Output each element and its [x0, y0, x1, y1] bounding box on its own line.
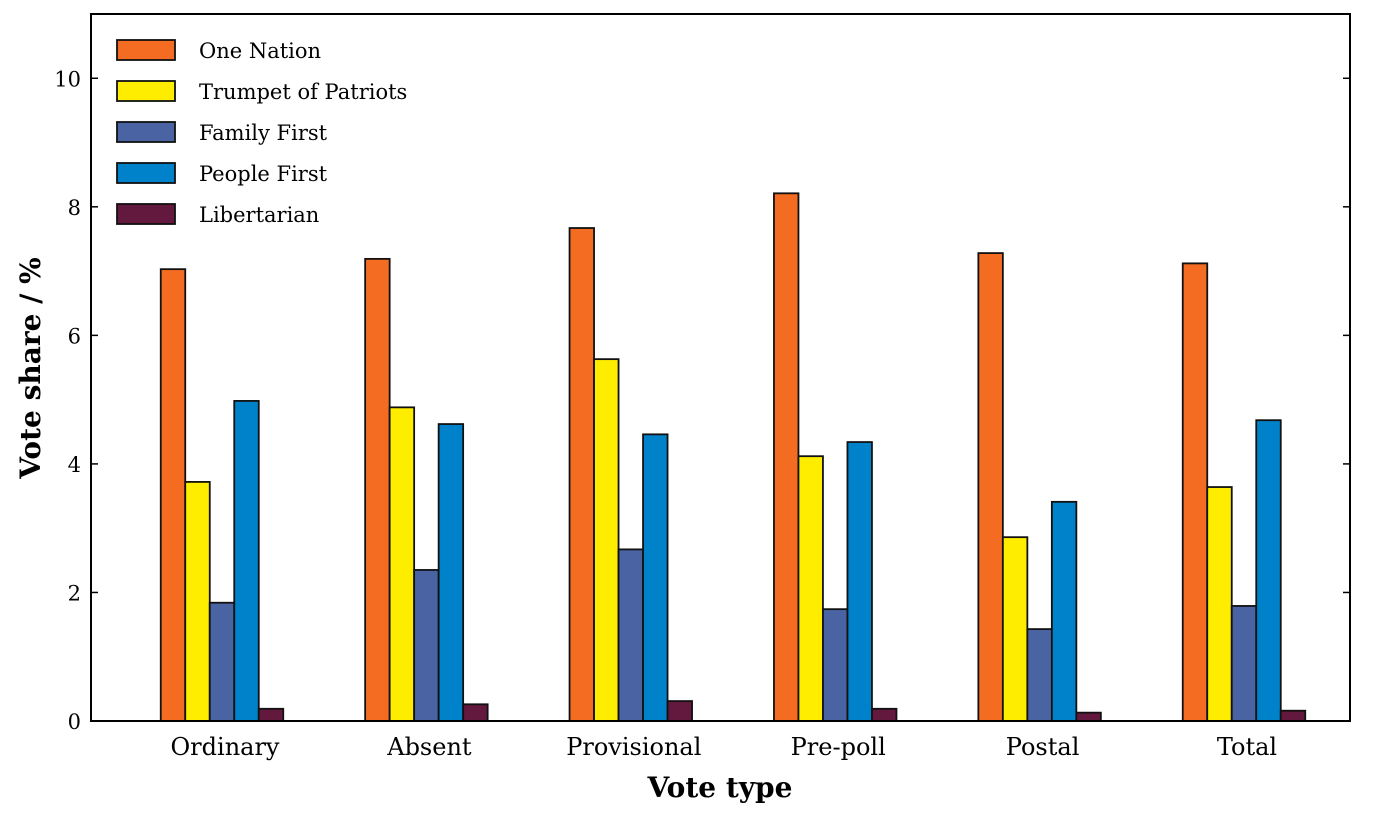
- y-axis-ticks: 0 2 4 6 8 10: [54, 67, 1350, 734]
- y-tick-label: 2: [68, 581, 81, 605]
- bars-layer: [159, 192, 1307, 722]
- legend-label: Trumpet of Patriots: [199, 80, 407, 104]
- legend-item: Trumpet of Patriots: [116, 80, 407, 104]
- bar: [233, 400, 260, 722]
- legend-item: Libertarian: [116, 203, 319, 227]
- bar: [1181, 262, 1209, 722]
- bar-group: [773, 192, 898, 722]
- bar: [773, 192, 800, 722]
- legend-label: People First: [199, 162, 328, 186]
- x-category-label: Provisional: [566, 733, 701, 761]
- y-tick-label: 8: [68, 196, 81, 220]
- x-category-label: Total: [1217, 733, 1277, 761]
- legend-swatch: [116, 80, 176, 102]
- bar: [871, 707, 898, 722]
- bar-group: [977, 252, 1102, 722]
- legend-label: One Nation: [199, 39, 321, 63]
- x-category-label: Postal: [1006, 733, 1080, 761]
- bar-group: [1181, 262, 1307, 722]
- x-category-label: Pre-poll: [791, 733, 886, 761]
- x-category-label: Ordinary: [171, 733, 280, 761]
- bar: [1279, 709, 1307, 722]
- y-tick-label: 0: [68, 710, 81, 734]
- bar: [462, 703, 489, 722]
- y-tick-label: 10: [54, 67, 81, 91]
- plot-frame: [90, 13, 1351, 722]
- legend-label: Libertarian: [199, 203, 319, 227]
- bar: [437, 423, 465, 722]
- bar: [208, 601, 236, 722]
- bar: [977, 252, 1004, 722]
- bar-group: [568, 227, 693, 722]
- legend-swatch: [116, 162, 176, 184]
- bar: [413, 569, 440, 722]
- bar: [1050, 500, 1078, 722]
- bar: [1001, 536, 1029, 722]
- bar: [1255, 419, 1282, 722]
- bar: [1230, 605, 1258, 722]
- legend-swatch: [116, 39, 176, 61]
- y-tick-label: 6: [68, 324, 81, 348]
- bar: [642, 433, 669, 722]
- bar: [1026, 628, 1053, 722]
- legend-item: One Nation: [116, 39, 321, 63]
- bar: [797, 455, 824, 722]
- y-tick-label: 4: [68, 453, 81, 477]
- bar: [617, 548, 644, 722]
- legend: One Nation Trumpet of Patriots Family Firs…: [116, 39, 407, 227]
- legend-swatch: [116, 121, 176, 143]
- bar: [666, 700, 693, 722]
- bar: [388, 406, 416, 722]
- bar-group: [159, 268, 285, 722]
- bar: [159, 268, 187, 722]
- bar: [822, 608, 849, 722]
- legend-swatch: [116, 203, 176, 225]
- bar: [593, 358, 620, 722]
- x-axis-title: Vote type: [647, 771, 793, 804]
- bar: [364, 257, 391, 722]
- y-axis-title: Vote share / %: [14, 257, 47, 479]
- x-axis-category-labels: Ordinary Absent Provisional Pre-poll Postal T…: [171, 733, 1278, 761]
- bar-group: [364, 257, 489, 722]
- x-category-label: Absent: [386, 733, 472, 761]
- bar: [184, 481, 211, 722]
- bar: [1075, 711, 1102, 722]
- legend-item: People First: [116, 162, 328, 186]
- bar: [1206, 486, 1233, 722]
- legend-label: Family First: [199, 121, 328, 145]
- legend-item: Family First: [116, 121, 328, 145]
- bar: [568, 227, 595, 722]
- bar: [257, 707, 285, 722]
- bar: [846, 441, 873, 722]
